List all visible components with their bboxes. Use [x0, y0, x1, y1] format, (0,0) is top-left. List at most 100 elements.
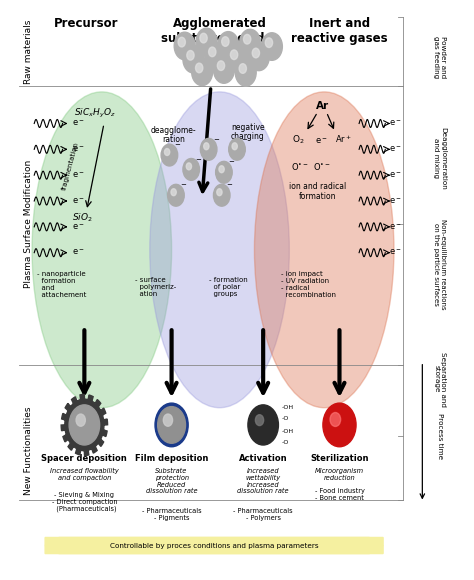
Text: Plasma Surface Modification: Plasma Surface Modification [24, 160, 33, 288]
Circle shape [240, 30, 261, 57]
Circle shape [201, 139, 217, 160]
Text: Controllable by proces conditions and plasma parameters: Controllable by proces conditions and pl… [110, 542, 319, 549]
Text: e$^-$: e$^-$ [389, 119, 401, 128]
Text: -OH: -OH [282, 405, 294, 410]
Text: New Functionalities: New Functionalities [24, 407, 33, 495]
Text: Spacer deposition: Spacer deposition [42, 454, 127, 463]
Text: e$^-$: e$^-$ [72, 119, 85, 128]
Text: Deagglomeration
and mixing: Deagglomeration and mixing [433, 126, 446, 189]
Circle shape [218, 31, 239, 59]
Text: e$^-$: e$^-$ [315, 136, 328, 146]
Circle shape [255, 415, 264, 426]
Text: Microorganism
reduction: Microorganism reduction [315, 468, 364, 481]
Circle shape [248, 405, 278, 445]
Circle shape [205, 42, 226, 70]
Text: Ar: Ar [316, 102, 328, 111]
Text: -O: -O [282, 415, 289, 420]
Ellipse shape [255, 92, 394, 408]
Circle shape [195, 63, 203, 72]
Circle shape [174, 32, 195, 60]
Circle shape [178, 37, 185, 47]
Text: Powder and
gas feeding: Powder and gas feeding [433, 37, 446, 78]
Circle shape [69, 405, 100, 445]
Circle shape [183, 158, 200, 180]
Text: O$^{\bullet-}$: O$^{\bullet-}$ [313, 161, 331, 172]
Text: - ion impact
- UV radiation
- radical
  recombination: - ion impact - UV radiation - radical re… [281, 271, 336, 298]
Text: e$^-$: e$^-$ [72, 248, 85, 258]
Text: - formation
  of polar
  groups: - formation of polar groups [209, 277, 247, 297]
Circle shape [213, 184, 230, 206]
Text: e$^-$: e$^-$ [72, 222, 85, 231]
Text: Sterilization: Sterilization [310, 454, 369, 463]
Text: SiC$_x$H$_y$O$_z$: SiC$_x$H$_y$O$_z$ [74, 107, 116, 119]
Circle shape [200, 33, 207, 43]
Circle shape [204, 143, 209, 150]
Text: negative
charging: negative charging [231, 123, 265, 142]
Circle shape [239, 64, 246, 73]
Text: e$^-$: e$^-$ [389, 248, 401, 258]
Text: - surface
  polymeriz-
  ation: - surface polymeriz- ation [135, 277, 176, 297]
Text: −: − [226, 183, 232, 188]
Ellipse shape [150, 92, 289, 408]
Text: - Sieving & Mixing
- Direct compaction
  (Pharmaceuticals): - Sieving & Mixing - Direct compaction (… [52, 492, 117, 512]
Text: - Pharmaceuticals
- Polymers: - Pharmaceuticals - Polymers [233, 508, 293, 521]
FancyArrow shape [45, 538, 383, 553]
Circle shape [183, 45, 204, 73]
Text: Agglomerated
substrate powder: Agglomerated substrate powder [161, 17, 278, 45]
Text: Increased flowability
and compaction: Increased flowability and compaction [50, 468, 119, 481]
Circle shape [196, 28, 217, 56]
Polygon shape [61, 394, 108, 455]
Text: Non-equilibrium reactions
on the particle surfaces: Non-equilibrium reactions on the particl… [433, 219, 446, 310]
Circle shape [168, 184, 184, 206]
Text: e$^-$: e$^-$ [389, 144, 401, 154]
Text: e$^-$: e$^-$ [389, 222, 401, 231]
Circle shape [209, 47, 216, 57]
Circle shape [244, 34, 251, 44]
Text: Process time: Process time [437, 414, 443, 459]
Text: SiO$_2$: SiO$_2$ [72, 212, 92, 224]
Circle shape [186, 163, 191, 170]
Circle shape [252, 48, 260, 58]
Text: -O: -O [282, 440, 289, 445]
Text: - Food industry
- Bone cement: - Food industry - Bone cement [315, 488, 365, 501]
Circle shape [262, 32, 283, 60]
Text: - Pharmaceuticals
- Pigments: - Pharmaceuticals - Pigments [142, 508, 201, 521]
Text: e$^-$: e$^-$ [389, 171, 401, 180]
Circle shape [187, 50, 194, 60]
Text: −: − [181, 183, 186, 188]
Circle shape [213, 56, 234, 84]
Ellipse shape [32, 92, 172, 408]
Text: e$^-$: e$^-$ [389, 196, 401, 206]
Text: Precursor: Precursor [55, 17, 119, 30]
Circle shape [330, 412, 341, 426]
Circle shape [76, 414, 85, 426]
Text: O$^{\bullet-}$: O$^{\bullet-}$ [292, 161, 309, 172]
Text: Increased
wettability
Increased
dissolution rate: Increased wettability Increased dissolut… [237, 468, 289, 494]
Text: Substrate
protection
Reduced
dissolution rate: Substrate protection Reduced dissolution… [146, 468, 197, 494]
Circle shape [230, 50, 238, 60]
Circle shape [164, 148, 170, 155]
Circle shape [227, 45, 247, 72]
Circle shape [155, 403, 188, 447]
Text: O$_2$: O$_2$ [292, 133, 304, 146]
Circle shape [232, 143, 237, 150]
FancyArrow shape [45, 538, 383, 553]
Text: −: − [228, 160, 234, 165]
Text: e$^-$: e$^-$ [72, 144, 85, 154]
Text: −: − [213, 136, 219, 143]
Text: Inert and
reactive gases: Inert and reactive gases [291, 17, 388, 45]
Circle shape [219, 166, 224, 173]
Circle shape [216, 161, 232, 183]
Text: deagglome-
ration: deagglome- ration [151, 126, 197, 144]
Circle shape [323, 403, 356, 447]
Circle shape [235, 59, 256, 86]
Text: - nanoparticle
  formation
  and
  attachement: - nanoparticle formation and attachement [37, 271, 87, 298]
Text: Activation: Activation [239, 454, 287, 463]
Text: e$^-$: e$^-$ [72, 171, 85, 180]
Text: Separation and
storage: Separation and storage [433, 351, 446, 407]
Circle shape [171, 188, 176, 195]
Text: Film deposition: Film deposition [135, 454, 208, 463]
Text: -OH: -OH [282, 429, 294, 434]
Text: −: − [196, 157, 201, 162]
Circle shape [191, 58, 212, 86]
